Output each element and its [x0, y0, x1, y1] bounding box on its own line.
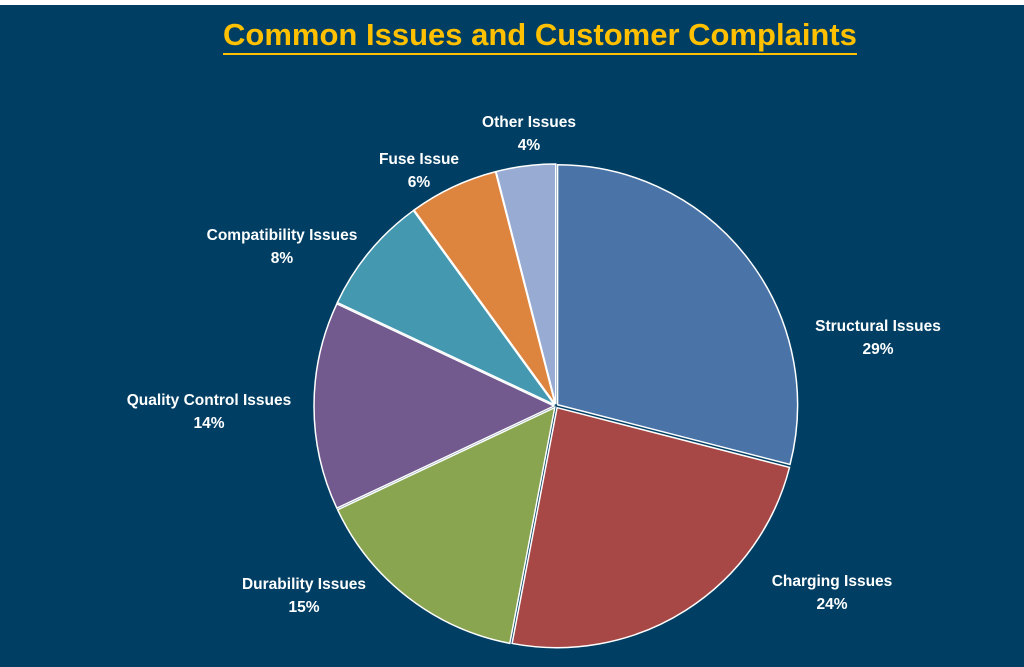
label-compatibility: Compatibility Issues 8% — [206, 227, 358, 267]
pie-slice-quality-control-issues — [313, 302, 556, 510]
pie-slice-structural-issues — [556, 164, 799, 466]
label-structural: Structural Issues 29% — [815, 318, 941, 358]
chart-title: Common Issues and Customer Complaints — [0, 17, 1024, 55]
pie-slice-other-issues — [495, 163, 557, 405]
pie-slice-durability-issues — [336, 406, 556, 645]
pie-slice-compatibility-issues — [336, 209, 556, 406]
chart-title-text: Common Issues and Customer Complaints — [223, 17, 857, 55]
label-quality-control: Quality Control Issues 14% — [126, 392, 292, 432]
label-other: Other Issues 4% — [482, 114, 576, 154]
label-charging: Charging Issues 24% — [771, 573, 893, 613]
label-fuse: Fuse Issue 6% — [378, 151, 460, 191]
pie-slice-charging-issues — [511, 406, 791, 649]
label-durability: Durability Issues 15% — [241, 576, 367, 616]
